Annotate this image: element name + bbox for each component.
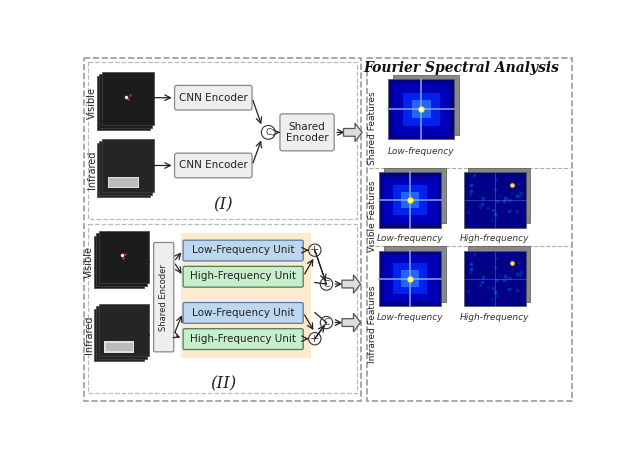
Bar (412, 100, 431, 118)
Bar (384, 168, 446, 223)
Polygon shape (342, 275, 360, 293)
FancyBboxPatch shape (280, 114, 334, 151)
Bar (393, 185, 428, 215)
Bar (99, 74, 152, 128)
Text: Fourier Spectral Analysis: Fourier Spectral Analysis (364, 61, 559, 75)
Text: CNN Encoder: CNN Encoder (179, 93, 248, 103)
Bar (88, 62, 358, 218)
Text: High-frequency: High-frequency (460, 313, 529, 322)
FancyBboxPatch shape (175, 153, 252, 178)
FancyBboxPatch shape (154, 243, 174, 352)
Bar (388, 79, 454, 139)
Text: (II): (II) (211, 376, 237, 393)
Bar (97, 76, 150, 130)
Text: Infrared Features: Infrared Features (369, 285, 378, 363)
Text: High-frequency: High-frequency (460, 234, 529, 243)
Text: Visible: Visible (84, 246, 93, 278)
Bar (401, 192, 419, 208)
Text: +: + (310, 334, 319, 344)
Text: Visible Features: Visible Features (369, 181, 378, 252)
Bar (384, 255, 436, 302)
Bar (468, 246, 531, 302)
Bar (401, 270, 419, 287)
Polygon shape (342, 313, 360, 332)
Bar (96, 233, 147, 286)
Bar (96, 306, 147, 359)
Text: Infrared: Infrared (84, 316, 93, 354)
Bar (393, 263, 428, 294)
Bar (106, 343, 132, 351)
Text: Shared Features: Shared Features (369, 91, 378, 165)
Text: CNN Encoder: CNN Encoder (179, 161, 248, 171)
Bar (108, 177, 140, 188)
Bar (379, 172, 441, 228)
Bar (384, 246, 446, 302)
Polygon shape (344, 123, 362, 142)
Bar (463, 251, 525, 306)
Text: Low-frequency: Low-frequency (388, 147, 454, 156)
Bar (102, 138, 154, 192)
Text: Shared
Encoder: Shared Encoder (286, 121, 328, 143)
FancyBboxPatch shape (183, 303, 303, 324)
Bar (468, 168, 531, 223)
Bar (109, 178, 138, 187)
Bar (394, 84, 449, 135)
Text: Infrared: Infrared (86, 151, 97, 189)
Bar (367, 58, 572, 401)
Bar (94, 308, 145, 361)
Bar (88, 224, 358, 394)
Text: Visible: Visible (86, 87, 97, 119)
FancyBboxPatch shape (183, 329, 303, 349)
Bar (384, 177, 436, 224)
FancyBboxPatch shape (183, 240, 303, 261)
Bar (99, 231, 149, 283)
Text: Low-frequency: Low-frequency (377, 313, 444, 322)
Text: C: C (265, 128, 271, 137)
Bar (403, 93, 440, 126)
Text: Low-Frequency Unit: Low-Frequency Unit (191, 245, 294, 255)
Bar (99, 304, 149, 356)
Bar (97, 143, 150, 197)
FancyBboxPatch shape (183, 266, 303, 287)
Text: High-Frequency Unit: High-Frequency Unit (189, 334, 296, 344)
Bar (463, 172, 525, 228)
Text: Low-Frequency Unit: Low-Frequency Unit (191, 308, 294, 318)
Text: Shared Encoder: Shared Encoder (159, 264, 168, 331)
Text: Low-frequency: Low-frequency (377, 234, 444, 243)
Bar (94, 236, 145, 288)
Bar (84, 58, 362, 401)
Bar (379, 251, 441, 306)
Bar (180, 233, 311, 358)
Bar (104, 341, 134, 353)
Text: High-Frequency Unit: High-Frequency Unit (189, 271, 296, 281)
Text: C: C (323, 279, 330, 288)
FancyBboxPatch shape (175, 86, 252, 110)
Bar (99, 141, 152, 195)
Text: (I): (I) (214, 196, 233, 213)
Bar (102, 71, 154, 126)
Bar (393, 75, 459, 135)
Text: +: + (310, 245, 319, 255)
Text: C: C (323, 318, 330, 327)
